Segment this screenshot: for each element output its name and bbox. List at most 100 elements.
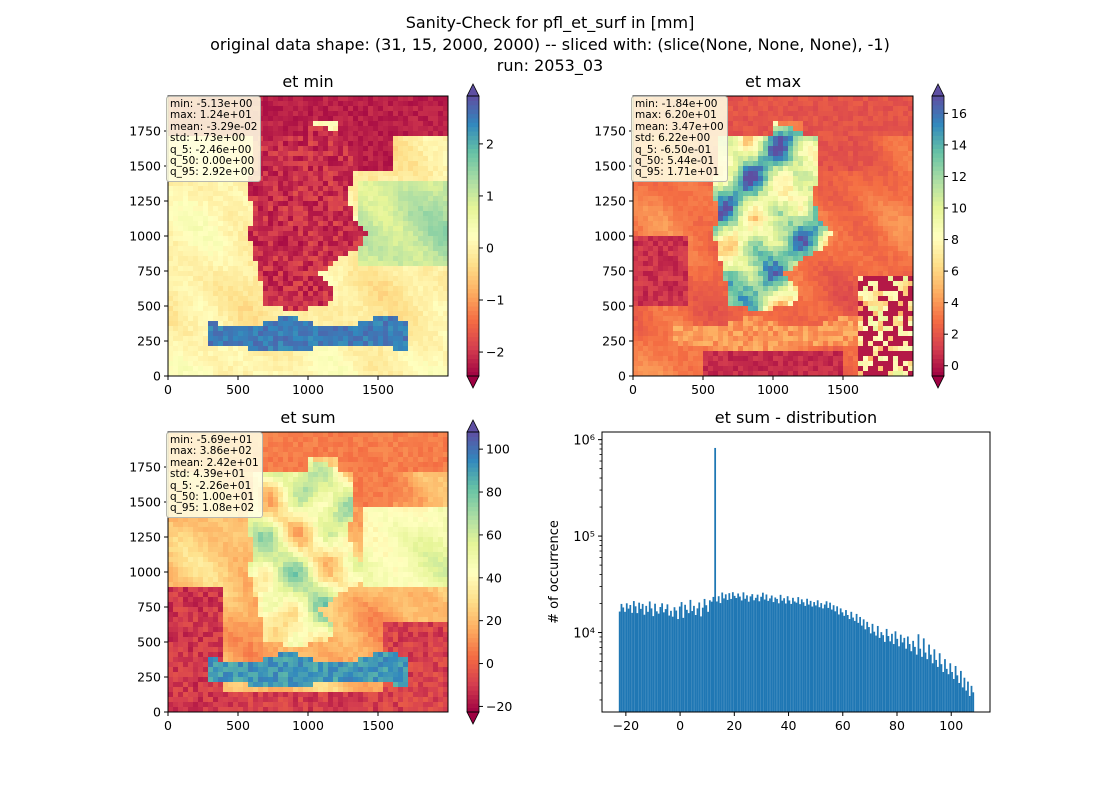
heatmap-cell bbox=[773, 186, 779, 192]
heatmap-cell bbox=[738, 96, 744, 102]
heatmap-cell bbox=[238, 346, 244, 352]
heatmap-cell bbox=[728, 231, 734, 237]
heatmap-cell bbox=[673, 256, 679, 262]
heatmap-cell bbox=[328, 116, 334, 122]
heatmap-cell bbox=[668, 221, 674, 227]
heatmap-cell bbox=[203, 256, 209, 262]
colorbar-segment bbox=[467, 227, 479, 233]
heatmap-cell bbox=[183, 246, 189, 252]
heatmap-cell bbox=[363, 316, 369, 322]
heatmap-cell bbox=[263, 251, 269, 257]
heatmap-cell bbox=[643, 291, 649, 297]
heatmap-cell bbox=[353, 276, 359, 282]
heatmap-cell bbox=[443, 331, 449, 337]
heatmap-cell bbox=[393, 326, 399, 332]
heatmap-cell bbox=[248, 246, 254, 252]
colorbar-tick-label: −2 bbox=[486, 345, 504, 360]
heatmap-cell bbox=[368, 296, 374, 302]
heatmap-cell bbox=[318, 346, 324, 352]
heatmap-cell bbox=[783, 236, 789, 242]
colorbar-segment bbox=[467, 222, 479, 228]
heatmap-cell bbox=[688, 206, 694, 212]
heatmap-cell bbox=[768, 111, 774, 117]
heatmap-cell bbox=[643, 281, 649, 287]
heatmap-cell bbox=[428, 136, 434, 142]
heatmap-cell bbox=[373, 151, 379, 157]
heatmap-cell bbox=[788, 146, 794, 152]
heatmap-cell bbox=[228, 296, 234, 302]
heatmap-cell bbox=[428, 311, 434, 317]
heatmap-cell bbox=[783, 316, 789, 322]
heatmap-cell bbox=[293, 281, 299, 287]
heatmap-cell bbox=[633, 306, 639, 312]
heatmap-cell bbox=[723, 301, 729, 307]
heatmap-cell bbox=[353, 366, 359, 372]
heatmap-cell bbox=[368, 261, 374, 267]
heatmap-cell bbox=[233, 271, 239, 277]
heatmap-cell bbox=[773, 316, 779, 322]
heatmap-cell bbox=[418, 256, 424, 262]
heatmap-cell bbox=[668, 336, 674, 342]
heatmap-cell bbox=[718, 236, 724, 242]
heatmap-cell bbox=[703, 256, 709, 262]
heatmap-cell bbox=[718, 331, 724, 337]
heatmap-cell bbox=[758, 216, 764, 222]
heatmap-cell bbox=[393, 251, 399, 257]
heatmap-cell bbox=[688, 326, 694, 332]
heatmap-cell bbox=[758, 191, 764, 197]
heatmap-cell bbox=[743, 176, 749, 182]
heatmap-cell bbox=[278, 171, 284, 177]
heatmap-cell bbox=[308, 201, 314, 207]
heatmap-cell bbox=[643, 326, 649, 332]
heatmap-cell bbox=[763, 296, 769, 302]
heatmap-cell bbox=[383, 106, 389, 112]
heatmap-cell bbox=[683, 346, 689, 352]
heatmap-cell bbox=[268, 246, 274, 252]
heatmap-cell bbox=[768, 116, 774, 122]
heatmap-cell bbox=[663, 261, 669, 267]
heatmap-cell bbox=[263, 206, 269, 212]
heatmap-cell bbox=[413, 146, 419, 152]
heatmap-cell bbox=[273, 196, 279, 202]
heatmap-cell bbox=[433, 151, 439, 157]
heatmap-cell bbox=[258, 326, 264, 332]
heatmap-cell bbox=[738, 166, 744, 172]
heatmap-cell bbox=[413, 101, 419, 107]
heatmap-cell bbox=[308, 256, 314, 262]
heatmap-cell bbox=[358, 231, 364, 237]
heatmap-cell bbox=[343, 341, 349, 347]
heatmap-cell bbox=[263, 106, 269, 112]
heatmap-cell bbox=[758, 306, 764, 312]
heatmap-cell bbox=[188, 191, 194, 197]
heatmap-cell bbox=[773, 356, 779, 362]
heatmap-cell bbox=[193, 346, 199, 352]
heatmap-cell bbox=[748, 116, 754, 122]
heatmap-cell bbox=[313, 256, 319, 262]
heatmap-cell bbox=[733, 286, 739, 292]
heatmap-cell bbox=[293, 346, 299, 352]
heatmap-cell bbox=[443, 351, 449, 357]
heatmap-cell bbox=[393, 136, 399, 142]
heatmap-cell bbox=[638, 196, 644, 202]
heatmap-cell bbox=[733, 96, 739, 102]
heatmap-cell bbox=[378, 211, 384, 217]
heatmap-cell bbox=[298, 106, 304, 112]
heatmap-cell bbox=[228, 191, 234, 197]
heatmap-cell bbox=[298, 126, 304, 132]
heatmap-cell bbox=[288, 191, 294, 197]
heatmap-cell bbox=[288, 266, 294, 272]
heatmap-cell bbox=[403, 311, 409, 317]
heatmap-cell bbox=[663, 241, 669, 247]
heatmap-cell bbox=[438, 141, 444, 147]
heatmap-cell bbox=[413, 121, 419, 127]
heatmap-cell bbox=[648, 366, 654, 372]
heatmap-cell bbox=[218, 316, 224, 322]
heatmap-cell bbox=[213, 261, 219, 267]
heatmap-cell bbox=[253, 321, 259, 327]
heatmap-cell bbox=[173, 241, 179, 247]
heatmap-cell bbox=[688, 371, 694, 377]
heatmap-cell bbox=[373, 226, 379, 232]
heatmap-cell bbox=[773, 266, 779, 272]
heatmap-cell bbox=[678, 286, 684, 292]
heatmap-cell bbox=[233, 316, 239, 322]
